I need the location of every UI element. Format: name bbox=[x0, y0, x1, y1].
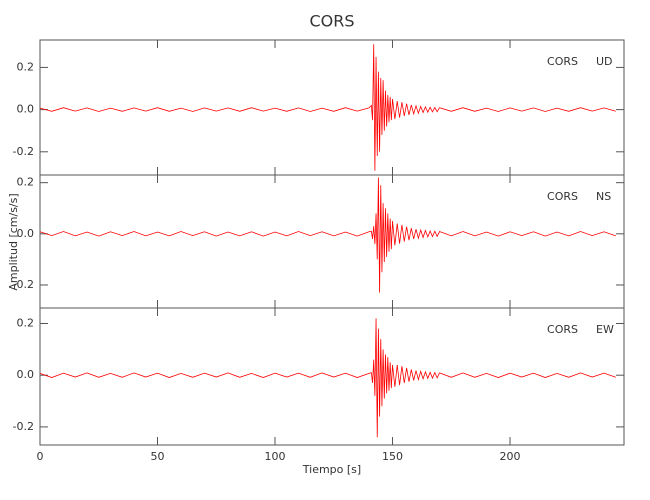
x-tick-label: 0 bbox=[37, 450, 44, 463]
waveform bbox=[39, 318, 616, 438]
y-tick-label: 0.2 bbox=[17, 317, 35, 330]
panel-frame bbox=[39, 174, 625, 309]
y-tick-label: -0.2 bbox=[13, 145, 34, 158]
panel-frame bbox=[39, 307, 625, 446]
waveform bbox=[39, 44, 616, 171]
waveform bbox=[39, 177, 616, 293]
y-tick-label: 0.0 bbox=[17, 368, 35, 381]
station-label: CORS bbox=[547, 323, 578, 336]
station-label: CORS bbox=[547, 55, 578, 68]
component-label: NS bbox=[596, 190, 611, 203]
x-tick-label: 150 bbox=[382, 450, 403, 463]
component-label: EW bbox=[596, 323, 614, 336]
y-tick-label: 0.0 bbox=[17, 103, 35, 116]
y-tick-label: -0.2 bbox=[13, 420, 34, 433]
y-tick-label: 0.2 bbox=[17, 176, 35, 189]
y-tick-label: 0.2 bbox=[17, 60, 35, 73]
chart-title: CORS bbox=[309, 12, 354, 31]
panel-frame bbox=[39, 39, 625, 176]
x-tick-label: 50 bbox=[151, 450, 165, 463]
x-axis-label: Tiempo [s] bbox=[302, 463, 361, 476]
component-label: UD bbox=[596, 55, 613, 68]
y-tick-label: -0.2 bbox=[13, 278, 34, 291]
y-axis-label: Amplitud [cm/s/s] bbox=[7, 193, 20, 290]
y-tick-label: 0.0 bbox=[17, 227, 35, 240]
x-tick-label: 200 bbox=[500, 450, 521, 463]
x-tick-label: 100 bbox=[265, 450, 286, 463]
station-label: CORS bbox=[547, 190, 578, 203]
